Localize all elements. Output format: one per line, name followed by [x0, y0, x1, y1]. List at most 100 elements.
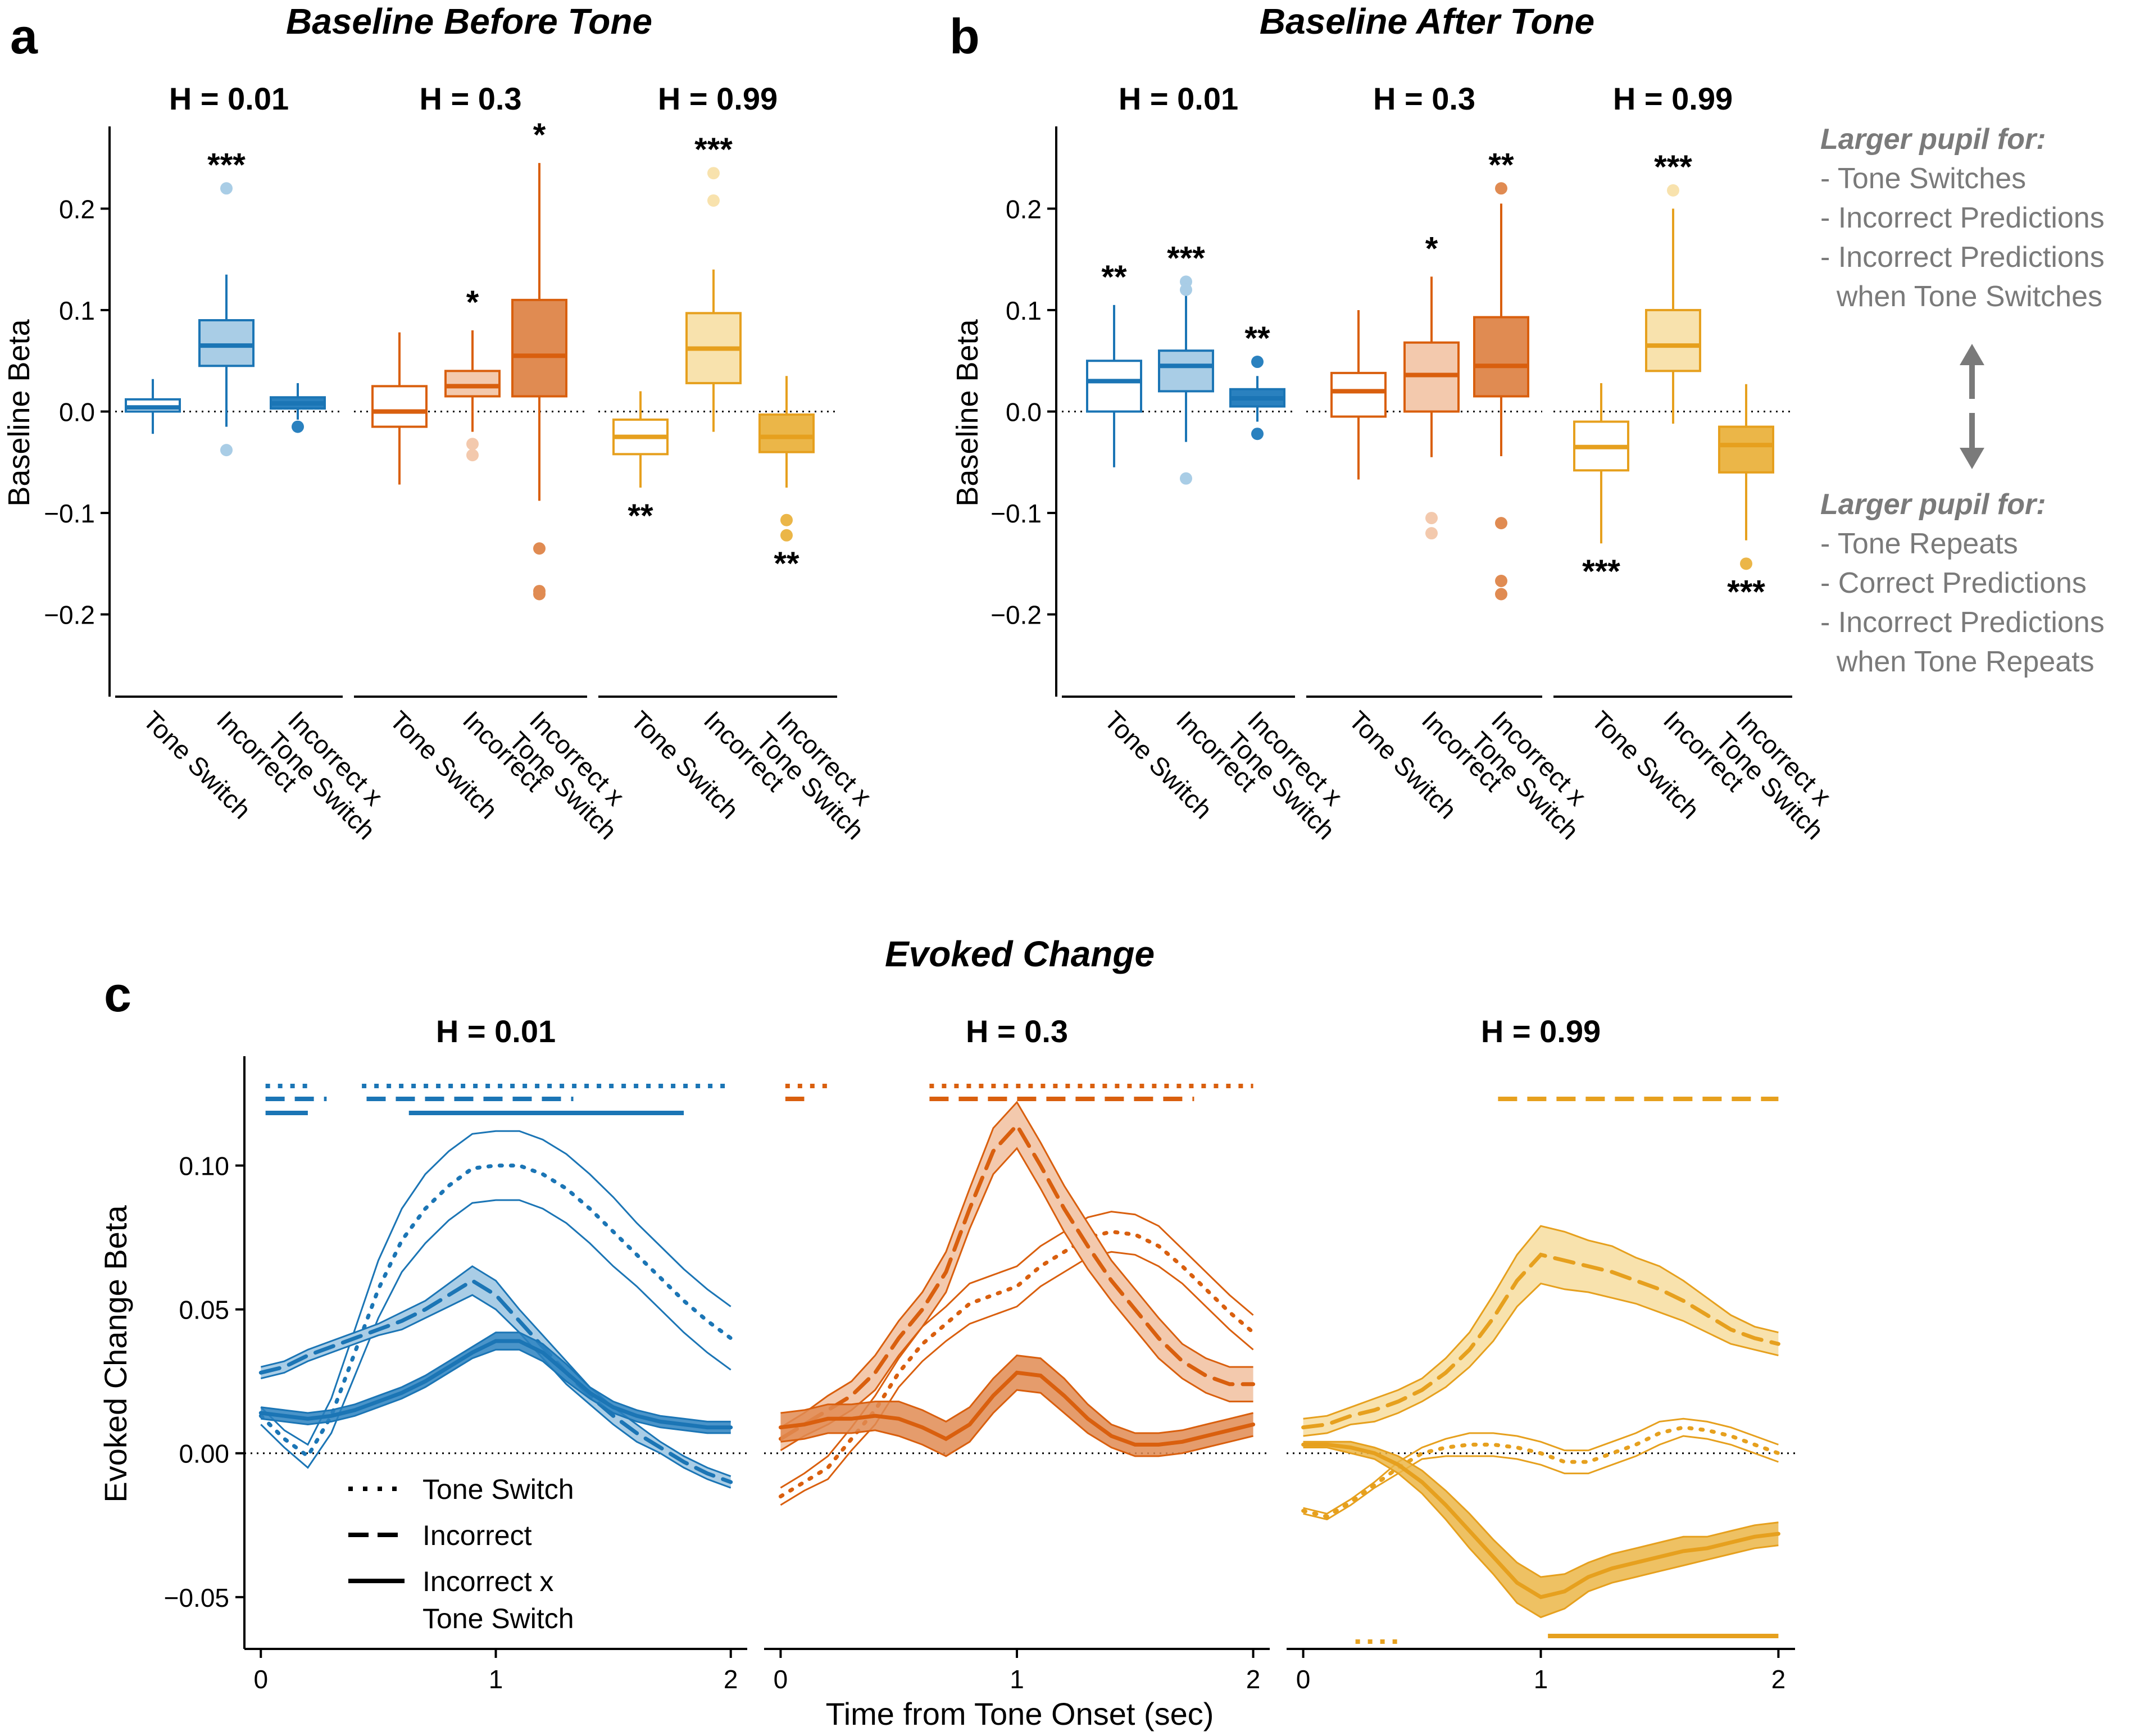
panel-c-timecourse: Evoked Change Beta Time from Tone Onset …	[98, 1014, 1795, 1732]
panel-b-axes: 0.20.10.0−0.1−0.2H = 0.01**Tone Switch**…	[991, 81, 1837, 845]
outlier-point	[1251, 428, 1264, 440]
outlier-point	[1180, 472, 1192, 485]
significance-stars: ***	[694, 131, 733, 168]
subplot-h-label: H = 0.3	[966, 1014, 1068, 1049]
outlier-point	[1495, 182, 1507, 195]
annotation-bottom-title: Larger pupil for:	[1820, 488, 2046, 521]
box-iqr	[198, 319, 255, 367]
ci-ribbon	[780, 1355, 1253, 1456]
y-tick-label: −0.1	[44, 499, 95, 528]
ci-ribbon	[1303, 1419, 1779, 1519]
legend-label: Incorrect x	[422, 1566, 553, 1597]
box-iqr	[1086, 360, 1142, 413]
y-tick-label: −0.2	[44, 601, 95, 630]
subplot-h-label: H = 0.99	[1481, 1014, 1601, 1049]
box-incorrect-x-tone-switch: **	[1473, 147, 1529, 601]
box-incorrect: *	[1403, 230, 1460, 540]
panel-c-title: Evoked Change	[885, 934, 1155, 974]
x-tick-label: 1	[1534, 1665, 1548, 1694]
y-tick-label: 0.10	[179, 1152, 229, 1181]
y-tick-label: −0.2	[991, 601, 1042, 630]
group-h-label: H = 0.3	[1373, 81, 1475, 116]
ci-lower-edge	[1303, 1282, 1779, 1437]
significance-stars: *	[466, 284, 479, 321]
box-tone-switch	[1330, 310, 1387, 480]
panel-a-ylabel: Baseline Beta	[2, 319, 36, 506]
group-h-label: H = 0.3	[419, 81, 521, 116]
ci-lower-edge	[260, 1294, 731, 1489]
ci-upper-edge	[261, 1331, 731, 1423]
box-iqr	[1645, 308, 1701, 372]
ci-upper-edge	[780, 1101, 1253, 1428]
legend: Tone Switch Incorrect Incorrect x Tone Swit…	[348, 1474, 574, 1634]
box-iqr	[371, 385, 428, 428]
outlier-point	[1425, 527, 1438, 540]
outlier-point	[1667, 184, 1679, 197]
subplot-03: H = 0.3 0 1 2	[764, 1014, 1270, 1694]
outlier-point	[780, 529, 793, 542]
ci-ribbon	[261, 1266, 731, 1488]
mean-line-dashed	[1301, 1252, 1780, 1430]
mean-line-dotted	[1301, 1425, 1780, 1519]
y-tick-label: 0.1	[1006, 296, 1042, 325]
mean-line-solid	[258, 1339, 733, 1430]
x-tick-label: 2	[1771, 1665, 1786, 1694]
outlier-point	[1495, 517, 1507, 530]
ci-lower-edge	[261, 1348, 731, 1434]
x-tick-label: 1	[489, 1665, 503, 1694]
group-h-label: H = 0.01	[169, 81, 289, 116]
significance-stars: ***	[207, 147, 246, 183]
annotation-bottom-item: - Incorrect Predictions	[1820, 606, 2105, 639]
outlier-point	[533, 588, 546, 601]
box-incorrect: ***	[685, 131, 742, 432]
y-tick-label: 0.2	[59, 194, 95, 224]
y-tick-label: −0.1	[991, 499, 1042, 528]
outlier-point	[1740, 557, 1752, 570]
panel-c-xlabel: Time from Tone Onset (sec)	[826, 1696, 1214, 1732]
box-tone-switch: ***	[1573, 383, 1629, 590]
box-iqr	[758, 413, 815, 453]
group-h-label: H = 0.99	[1613, 81, 1733, 116]
outlier-point	[466, 438, 479, 451]
ci-upper-edge	[780, 1355, 1253, 1434]
significance-stars: ***	[1167, 240, 1205, 276]
significance-stars: ***	[1654, 149, 1692, 185]
box-iqr	[1718, 425, 1774, 474]
x-tick-label: 1	[1010, 1665, 1024, 1694]
annotation-bottom-item: - Correct Predictions	[1820, 567, 2087, 599]
box-incorrect-x-tone-switch: *	[511, 117, 567, 601]
box-tone-switch	[125, 379, 181, 434]
subplot-001: H = 0.01 0 1 2	[244, 1014, 747, 1694]
box-incorrect: ***	[1158, 240, 1214, 485]
significance-stars: **	[628, 498, 653, 534]
annotation-top-item: - Incorrect Predictions	[1820, 202, 2105, 234]
significance-stars: *	[1425, 230, 1438, 267]
panel-label-b: b	[949, 8, 980, 64]
legend-label: Incorrect	[422, 1520, 532, 1551]
ci-lower-edge	[780, 1251, 1254, 1506]
arrow-down-head	[1960, 448, 1984, 469]
annotation-top-item: - Incorrect Predictions	[1820, 241, 2105, 274]
panel-label-a: a	[10, 8, 38, 64]
significance-stars: *	[533, 117, 546, 153]
box-iqr	[444, 370, 501, 398]
subplot-099: H = 0.99 0 1 2	[1287, 1014, 1795, 1694]
ci-lower-edge	[1303, 1447, 1779, 1619]
ci-ribbon	[1303, 1442, 1779, 1617]
pupil-annotation: Larger pupil for: - Tone Switches - Inco…	[1820, 123, 2105, 678]
x-tick-label: 0	[774, 1665, 788, 1694]
y-tick-label: 0.1	[59, 296, 95, 325]
y-tick-label: 0.0	[59, 398, 95, 427]
outlier-point	[1251, 356, 1264, 369]
box-iqr	[1158, 349, 1214, 393]
box-incorrect: ***	[198, 147, 255, 457]
ci-ribbon	[780, 1102, 1253, 1451]
legend-label: Tone Switch	[422, 1474, 574, 1505]
annotation-top-item: when Tone Switches	[1820, 280, 2102, 313]
significance-stars: ***	[1582, 553, 1620, 590]
ci-lower-edge	[780, 1389, 1253, 1457]
x-tick-label: 0	[253, 1665, 268, 1694]
mean-line-dotted	[258, 1164, 733, 1460]
